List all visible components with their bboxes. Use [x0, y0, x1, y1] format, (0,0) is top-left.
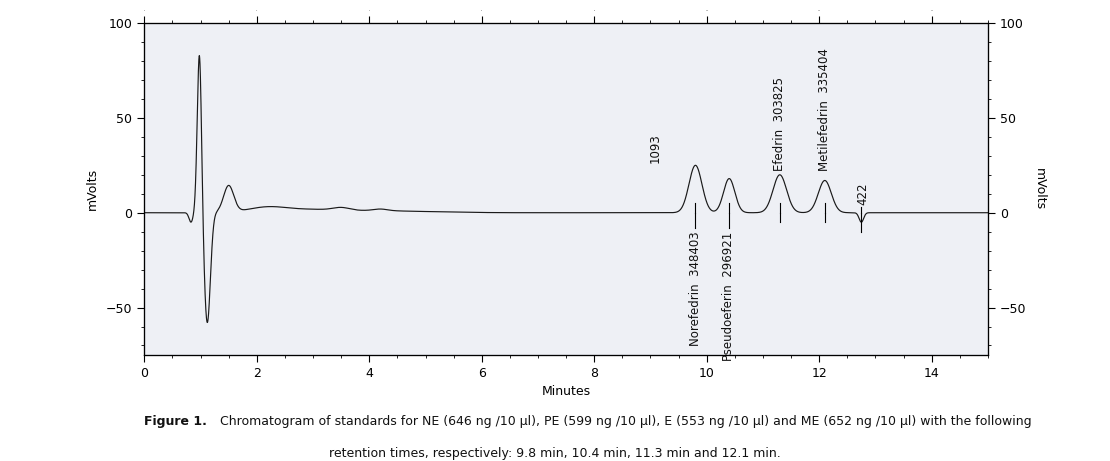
- Text: Figure 1.: Figure 1.: [144, 415, 208, 428]
- Text: Efedrin  303825: Efedrin 303825: [774, 77, 786, 171]
- Text: 1093: 1093: [648, 134, 662, 163]
- Text: retention times, respectively: 9.8 min, 10.4 min, 11.3 min and 12.1 min.: retention times, respectively: 9.8 min, …: [330, 447, 780, 460]
- Y-axis label: mVolts: mVolts: [87, 168, 99, 210]
- Text: Chromatogram of standards for NE (646 ng /10 µl), PE (599 ng /10 µl), E (553 ng : Chromatogram of standards for NE (646 ng…: [216, 415, 1032, 428]
- Text: 422: 422: [857, 183, 869, 205]
- Text: Norefedrin  348403: Norefedrin 348403: [689, 232, 702, 346]
- Y-axis label: mVolts: mVolts: [1032, 168, 1046, 210]
- X-axis label: Minutes: Minutes: [542, 385, 591, 398]
- Text: Pseudoeferin  296921: Pseudoeferin 296921: [722, 232, 735, 361]
- Text: Metilefedrin  335404: Metilefedrin 335404: [818, 48, 831, 171]
